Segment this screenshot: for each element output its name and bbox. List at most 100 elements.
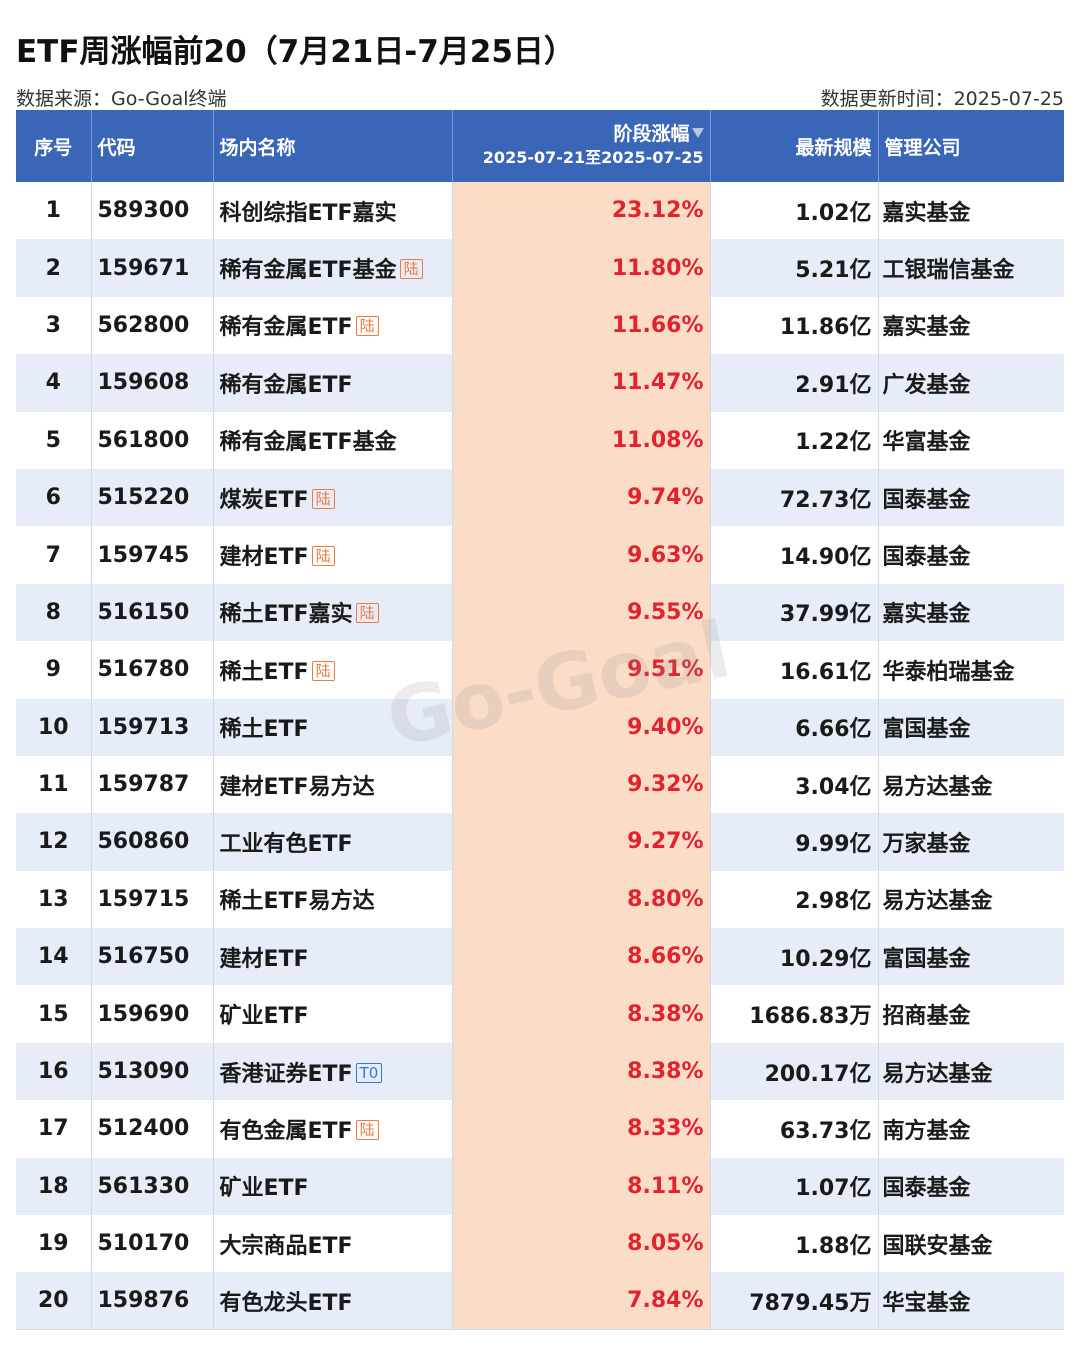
row-scale: 6.66亿 (710, 698, 879, 756)
lu-badge: 陆 (311, 546, 335, 567)
row-name-text[interactable]: 稀有金属ETF (219, 372, 353, 398)
row-name-text[interactable]: 矿业ETF (219, 1004, 309, 1030)
header-code[interactable]: 代码 (91, 110, 214, 182)
row-change: 9.63% (452, 526, 711, 584)
header-scale[interactable]: 最新规模 (710, 110, 879, 182)
table-row[interactable]: 13 159715 稀土ETF易方达 8.80% 2.98亿 易方达基金 (16, 870, 1064, 929)
row-change: 9.51% (452, 641, 711, 699)
table-row[interactable]: 9 516780 稀土ETF 陆 9.51% 16.61亿 华泰柏瑞基金 (16, 641, 1064, 699)
row-name-text[interactable]: 稀有金属ETF基金 (219, 430, 397, 456)
data-source: 数据来源：Go-Goal终端 (16, 88, 227, 110)
row-name: 稀土ETF嘉实陆 (213, 583, 453, 642)
sort-desc-icon[interactable] (691, 128, 704, 138)
row-scale: 5.21亿 (710, 239, 879, 297)
row-name-text[interactable]: 大宗商品ETF (219, 1233, 353, 1259)
table-row[interactable]: 10 159713 稀土ETF 9.40% 6.66亿 富国基金 (16, 698, 1064, 756)
table-row[interactable]: 3 562800 稀有金属ETF 陆 11.66% 11.86亿 嘉实基金 (16, 296, 1064, 355)
row-rank: 16 (16, 1042, 92, 1101)
row-code: 159715 (91, 870, 214, 929)
row-name: 有色龙头ETF (213, 1272, 453, 1331)
table-row[interactable]: 18 561330 矿业ETF 8.11% 1.07亿 国泰基金 (16, 1157, 1064, 1216)
row-scale: 16.61亿 (710, 641, 879, 699)
header-rank[interactable]: 序号 (16, 110, 92, 182)
row-rank: 17 (16, 1100, 92, 1158)
table-row[interactable]: 7 159745 建材ETF 陆 9.63% 14.90亿 国泰基金 (16, 526, 1064, 584)
header-name[interactable]: 场内名称 (213, 110, 453, 182)
row-name-text[interactable]: 稀有金属ETF (219, 315, 353, 341)
row-name-text[interactable]: 香港证券ETF (219, 1061, 353, 1087)
row-name-text[interactable]: 有色龙头ETF (219, 1290, 353, 1316)
table-row[interactable]: 16 513090 香港证券ETF T0 8.38% 200.17亿 易方达基金 (16, 1042, 1064, 1101)
row-name: 科创综指ETF嘉实 (213, 182, 453, 240)
row-name-text[interactable]: 稀土ETF易方达 (219, 889, 375, 915)
table-row[interactable]: 2 159671 稀有金属ETF基金陆 11.80% 5.21亿 工银瑞信基金 (16, 239, 1064, 297)
row-manager: 易方达基金 (878, 755, 1064, 814)
row-change: 11.47% (452, 354, 711, 412)
row-name-text[interactable]: 建材ETF易方达 (219, 774, 375, 800)
row-code: 159671 (91, 239, 214, 297)
table-row[interactable]: 1 589300 科创综指ETF嘉实 23.12% 1.02亿 嘉实基金 (16, 182, 1064, 240)
row-name: 煤炭ETF 陆 (213, 468, 453, 527)
page-title: ETF周涨幅前20（7月21日-7月25日） (16, 34, 575, 70)
row-name-text[interactable]: 稀土ETF嘉实 (219, 602, 353, 628)
table-row[interactable]: 12 560860 工业有色ETF 9.27% 9.99亿 万家基金 (16, 813, 1064, 871)
row-manager: 华泰柏瑞基金 (878, 641, 1064, 699)
table-row[interactable]: 20 159876 有色龙头ETF 7.84% 7879.45万 华宝基金 (16, 1272, 1064, 1331)
row-name-text[interactable]: 科创综指ETF嘉实 (219, 200, 397, 226)
header-manager[interactable]: 管理公司 (878, 110, 1064, 182)
row-change: 7.84% (452, 1272, 711, 1331)
row-code: 159876 (91, 1272, 214, 1331)
row-code: 510170 (91, 1215, 214, 1273)
row-rank: 20 (16, 1272, 92, 1331)
t0-badge: T0 (355, 1062, 383, 1083)
table-row[interactable]: 14 516750 建材ETF 8.66% 10.29亿 富国基金 (16, 928, 1064, 986)
row-rank: 15 (16, 985, 92, 1043)
row-scale: 1.22亿 (710, 411, 879, 469)
lu-badge: 陆 (355, 316, 379, 337)
table-body: 1 589300 科创综指ETF嘉实 23.12% 1.02亿 嘉实基金 2 159671 稀有… (16, 182, 1064, 1331)
row-change: 8.05% (452, 1215, 711, 1273)
row-rank: 14 (16, 928, 92, 986)
row-code: 159713 (91, 698, 214, 756)
row-scale: 37.99亿 (710, 583, 879, 642)
row-name: 稀土ETF易方达 (213, 870, 453, 929)
row-name-text[interactable]: 矿业ETF (219, 1176, 309, 1202)
table-row[interactable]: 11 159787 建材ETF易方达 9.32% 3.04亿 易方达基金 (16, 755, 1064, 814)
row-name-text[interactable]: 建材ETF (219, 545, 309, 571)
table-row[interactable]: 6 515220 煤炭ETF 陆 9.74% 72.73亿 国泰基金 (16, 468, 1064, 527)
row-manager: 广发基金 (878, 354, 1064, 412)
table-row[interactable]: 15 159690 矿业ETF 8.38% 1686.83万 招商基金 (16, 985, 1064, 1043)
row-scale: 2.98亿 (710, 870, 879, 929)
row-manager: 嘉实基金 (878, 583, 1064, 642)
row-change: 8.33% (452, 1100, 711, 1158)
row-rank: 8 (16, 583, 92, 642)
table-row[interactable]: 17 512400 有色金属ETF 陆 8.33% 63.73亿 南方基金 (16, 1100, 1064, 1158)
row-manager: 易方达基金 (878, 870, 1064, 929)
row-rank: 10 (16, 698, 92, 756)
row-manager: 华富基金 (878, 411, 1064, 469)
row-scale: 63.73亿 (710, 1100, 879, 1158)
row-change: 9.55% (452, 583, 711, 642)
table-row[interactable]: 4 159608 稀有金属ETF 11.47% 2.91亿 广发基金 (16, 354, 1064, 412)
row-code: 159608 (91, 354, 214, 412)
row-rank: 5 (16, 411, 92, 469)
row-scale: 3.04亿 (710, 755, 879, 814)
row-scale: 2.91亿 (710, 354, 879, 412)
row-name: 大宗商品ETF (213, 1215, 453, 1273)
row-name-text[interactable]: 煤炭ETF (219, 487, 309, 513)
row-name-text[interactable]: 工业有色ETF (219, 831, 353, 857)
header-change[interactable]: 阶段涨幅 2025-07-21至2025-07-25 (452, 110, 711, 182)
row-name-text[interactable]: 稀土ETF (219, 717, 309, 743)
row-name: 稀有金属ETF基金陆 (213, 239, 453, 297)
row-rank: 1 (16, 182, 92, 240)
lu-badge: 陆 (355, 1119, 379, 1140)
table-row[interactable]: 19 510170 大宗商品ETF 8.05% 1.88亿 国联安基金 (16, 1215, 1064, 1273)
table-row[interactable]: 5 561800 稀有金属ETF基金 11.08% 1.22亿 华富基金 (16, 411, 1064, 469)
row-name-text[interactable]: 有色金属ETF (219, 1118, 353, 1144)
row-name-text[interactable]: 稀土ETF (219, 659, 309, 685)
row-name-text[interactable]: 稀有金属ETF基金 (219, 258, 397, 284)
table-row[interactable]: 8 516150 稀土ETF嘉实陆 9.55% 37.99亿 嘉实基金 (16, 583, 1064, 642)
row-name: 稀有金属ETF基金 (213, 411, 453, 469)
row-name-text[interactable]: 建材ETF (219, 946, 309, 972)
row-name: 建材ETF易方达 (213, 755, 453, 814)
